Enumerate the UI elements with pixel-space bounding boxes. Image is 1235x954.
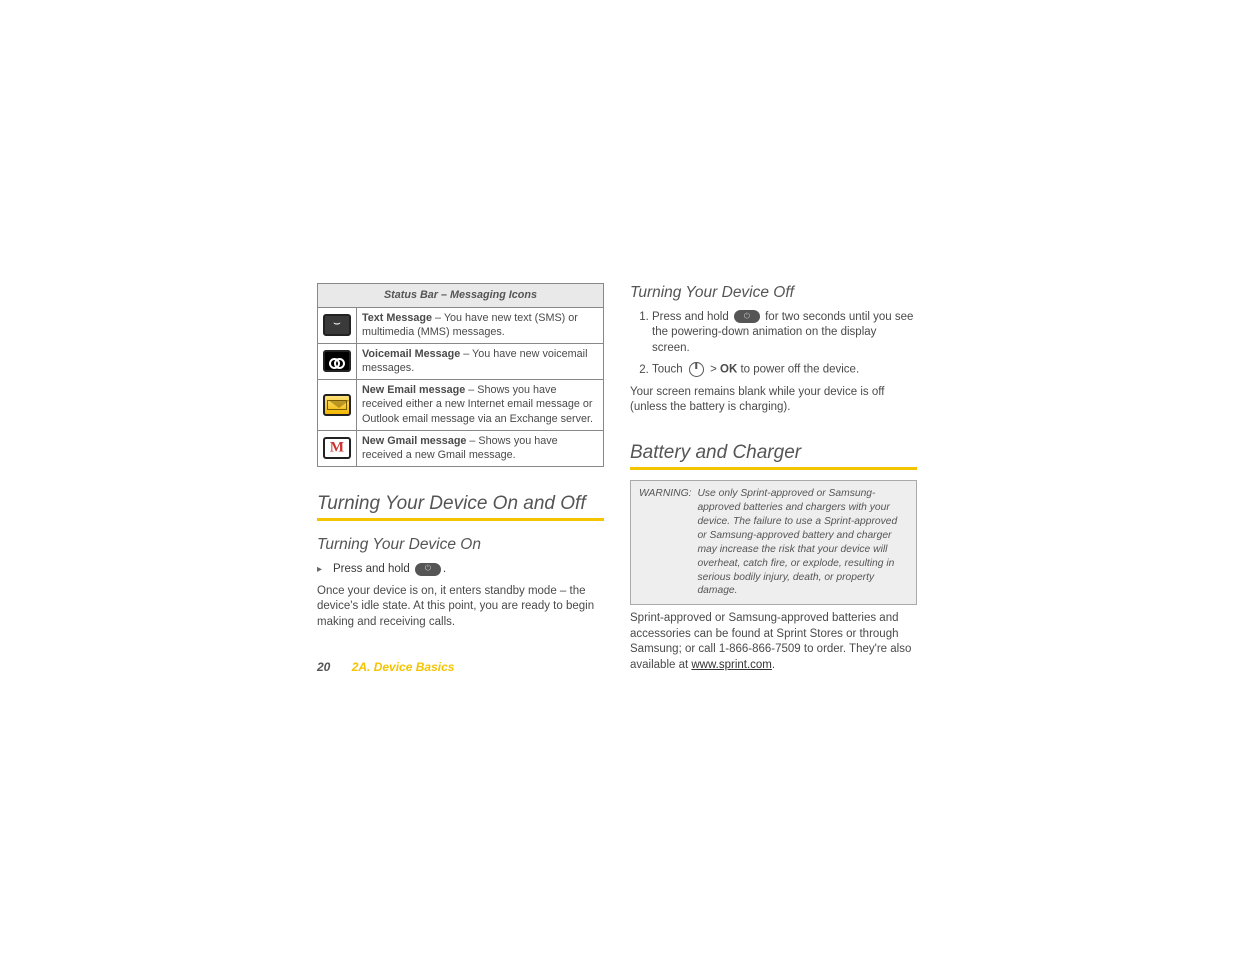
warning-label: WARNING:: [639, 487, 691, 598]
blank-screen-paragraph: Your screen remains blank while your dev…: [630, 385, 917, 416]
left-column: Status Bar – Messaging Icons Text Messag…: [317, 283, 604, 673]
table-row: Voicemail Message – You have new voicema…: [318, 343, 604, 379]
icon-cell: [318, 430, 357, 466]
gmail-icon: [323, 437, 351, 459]
row-text: New Gmail message – Shows you have recei…: [357, 430, 604, 466]
messaging-icons-table: Status Bar – Messaging Icons Text Messag…: [317, 283, 604, 467]
step2-gt: >: [707, 364, 720, 376]
right-column: Turning Your Device Off Press and hold f…: [630, 283, 917, 673]
step1-prefix: Press and hold: [652, 311, 732, 323]
tail-period: .: [772, 659, 775, 671]
row-text: New Email message – Shows you have recei…: [357, 379, 604, 430]
power-button-icon: [734, 310, 760, 323]
email-icon: [323, 394, 351, 416]
step2-suffix: to power off the device.: [737, 364, 859, 376]
standby-paragraph: Once your device is on, it enters standb…: [317, 584, 604, 631]
table-row: New Gmail message – Shows you have recei…: [318, 430, 604, 466]
power-off-steps: Press and hold for two seconds until you…: [630, 310, 917, 379]
sms-icon: [323, 314, 351, 336]
accessories-paragraph: Sprint-approved or Samsung-approved batt…: [630, 611, 917, 673]
warning-box: WARNING: Use only Sprint-approved or Sam…: [630, 480, 917, 605]
step2-ok: OK: [720, 364, 737, 376]
page-content: Status Bar – Messaging Icons Text Messag…: [317, 283, 917, 673]
section-label: 2A. Device Basics: [352, 660, 455, 674]
icon-cell: [318, 307, 357, 343]
subheading-on: Turning Your Device On: [317, 535, 604, 556]
warning-text: Use only Sprint-approved or Samsung-appr…: [697, 487, 908, 598]
step2-prefix: Touch: [652, 364, 686, 376]
row-title: New Gmail message: [362, 435, 466, 447]
voicemail-icon: [323, 350, 351, 372]
page-footer: 20 2A. Device Basics: [317, 660, 454, 674]
step-1: Press and hold for two seconds until you…: [652, 310, 917, 357]
table-header: Status Bar – Messaging Icons: [318, 284, 604, 308]
row-title: Voicemail Message: [362, 348, 460, 360]
subheading-off: Turning Your Device Off: [630, 283, 917, 304]
row-text: Voicemail Message – You have new voicema…: [357, 343, 604, 379]
row-title: Text Message: [362, 312, 432, 324]
bullet-suffix: .: [443, 563, 446, 575]
heading-battery: Battery and Charger: [630, 440, 917, 471]
power-symbol-icon: [689, 362, 704, 377]
press-hold-bullet: Press and hold .: [317, 562, 604, 578]
heading-on-off: Turning Your Device On and Off: [317, 491, 604, 522]
page-number: 20: [317, 660, 330, 674]
step-2: Touch > OK to power off the device.: [652, 362, 917, 378]
bullet-prefix: Press and hold: [333, 563, 413, 575]
sprint-link[interactable]: www.sprint.com: [691, 659, 772, 671]
power-button-icon: [415, 563, 441, 576]
row-text: Text Message – You have new text (SMS) o…: [357, 307, 604, 343]
icon-cell: [318, 343, 357, 379]
table-row: Text Message – You have new text (SMS) o…: [318, 307, 604, 343]
table-row: New Email message – Shows you have recei…: [318, 379, 604, 430]
row-title: New Email message: [362, 384, 465, 396]
icon-cell: [318, 379, 357, 430]
